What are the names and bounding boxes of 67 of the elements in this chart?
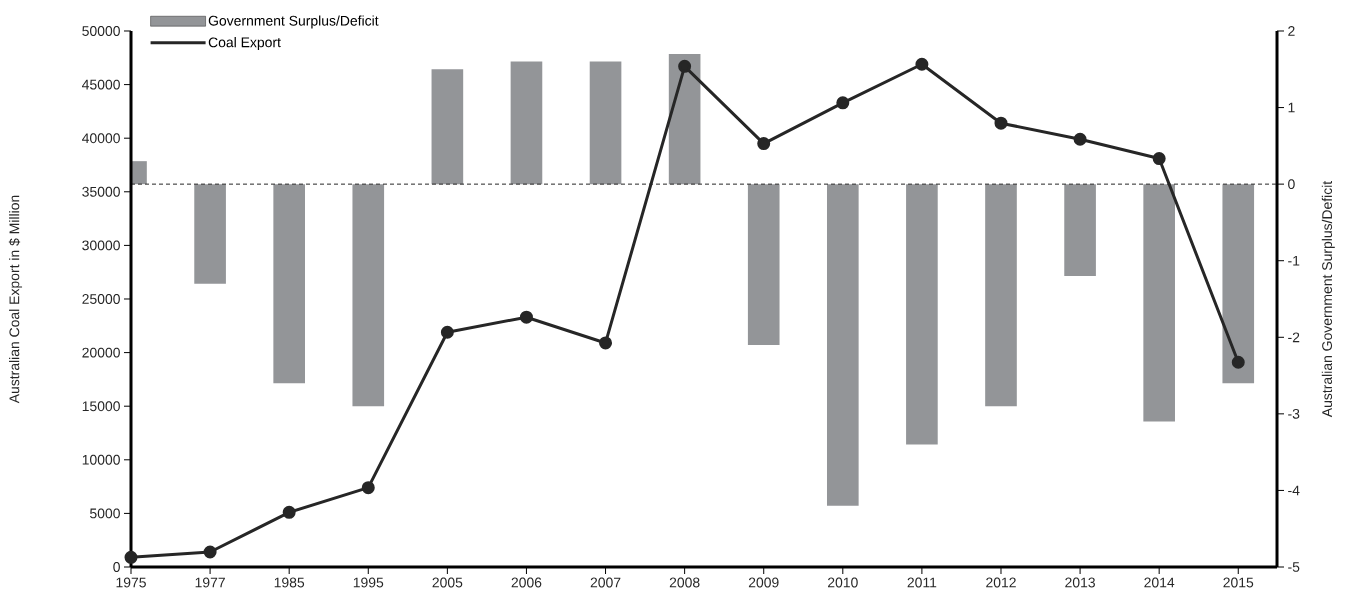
- y2-tick-label: -5: [1288, 562, 1300, 572]
- bar: [589, 61, 622, 185]
- x-tick-label: 1985: [274, 577, 305, 588]
- x-tick-label: 2008: [669, 577, 700, 588]
- y2-tick-label: 1: [1288, 102, 1295, 113]
- y2-tick-label: -4: [1288, 485, 1300, 496]
- y-tick-label: 10000: [82, 454, 120, 465]
- x-tick-label: 2014: [1144, 577, 1175, 588]
- point: [361, 481, 375, 495]
- y2-tick-label: -3: [1288, 408, 1300, 419]
- y2-tick-label: -1: [1288, 255, 1300, 266]
- x-tick-label: 2007: [590, 577, 621, 588]
- x-tick-label: 2009: [748, 577, 779, 588]
- point: [282, 505, 296, 519]
- bar: [510, 61, 543, 185]
- x-tick-label: 2013: [1065, 577, 1095, 588]
- point: [678, 59, 692, 73]
- bar: [747, 184, 780, 345]
- y-tick-label: 5000: [90, 508, 120, 519]
- y-axis-title: Australian Coal Export in $ Million: [8, 195, 23, 404]
- bar: [985, 184, 1017, 407]
- bar: [431, 69, 464, 185]
- y2-tick-label: 2: [1288, 26, 1295, 36]
- bar: [352, 184, 385, 407]
- x-tick-label: 2005: [432, 577, 463, 588]
- x-tick-label: 2010: [828, 577, 858, 588]
- bar: [1143, 184, 1175, 422]
- x-tick-label: 1975: [116, 577, 146, 588]
- point: [1073, 132, 1087, 146]
- y-tick-label: 35000: [82, 186, 120, 197]
- y2-tick-label: -2: [1288, 332, 1300, 343]
- x-tick-label: 2006: [511, 577, 542, 588]
- y-tick-label: 20000: [82, 347, 120, 358]
- point: [836, 96, 850, 110]
- x-tick-label: 1977: [195, 577, 225, 588]
- point: [1152, 152, 1166, 166]
- point: [124, 550, 138, 564]
- y-tick-label: 50000: [82, 26, 120, 36]
- point: [757, 137, 771, 151]
- point: [915, 57, 929, 71]
- y2-axis-title: Australian Government Surplus/Deficit: [1321, 180, 1335, 418]
- legend-label: Government Surplus/Deficit: [208, 15, 379, 29]
- x-tick-label: 2011: [907, 577, 937, 588]
- x-tick-label: 1995: [353, 577, 384, 588]
- y-tick-label: 30000: [82, 240, 120, 251]
- x-tick-label: 2015: [1223, 577, 1254, 588]
- bar: [194, 184, 226, 284]
- bar: [668, 53, 701, 185]
- point: [440, 325, 454, 339]
- point: [994, 116, 1008, 130]
- point: [203, 545, 217, 559]
- bar: [906, 184, 938, 445]
- bar: [1222, 184, 1255, 384]
- point: [519, 310, 533, 324]
- y-tick-label: 25000: [82, 294, 120, 304]
- x-tick-label: 2012: [986, 577, 1016, 588]
- y-tick-label: 40000: [82, 133, 120, 144]
- bar: [826, 184, 859, 506]
- y-tick-label: 45000: [82, 79, 120, 90]
- bar: [273, 184, 305, 384]
- bar: [1064, 184, 1096, 277]
- y-tick-label: 0: [113, 562, 120, 572]
- legend-label: Coal Export: [208, 37, 281, 51]
- point: [599, 336, 613, 350]
- y-tick-label: 15000: [82, 401, 120, 412]
- y2-tick-label: 0: [1288, 179, 1295, 190]
- point: [1231, 355, 1245, 369]
